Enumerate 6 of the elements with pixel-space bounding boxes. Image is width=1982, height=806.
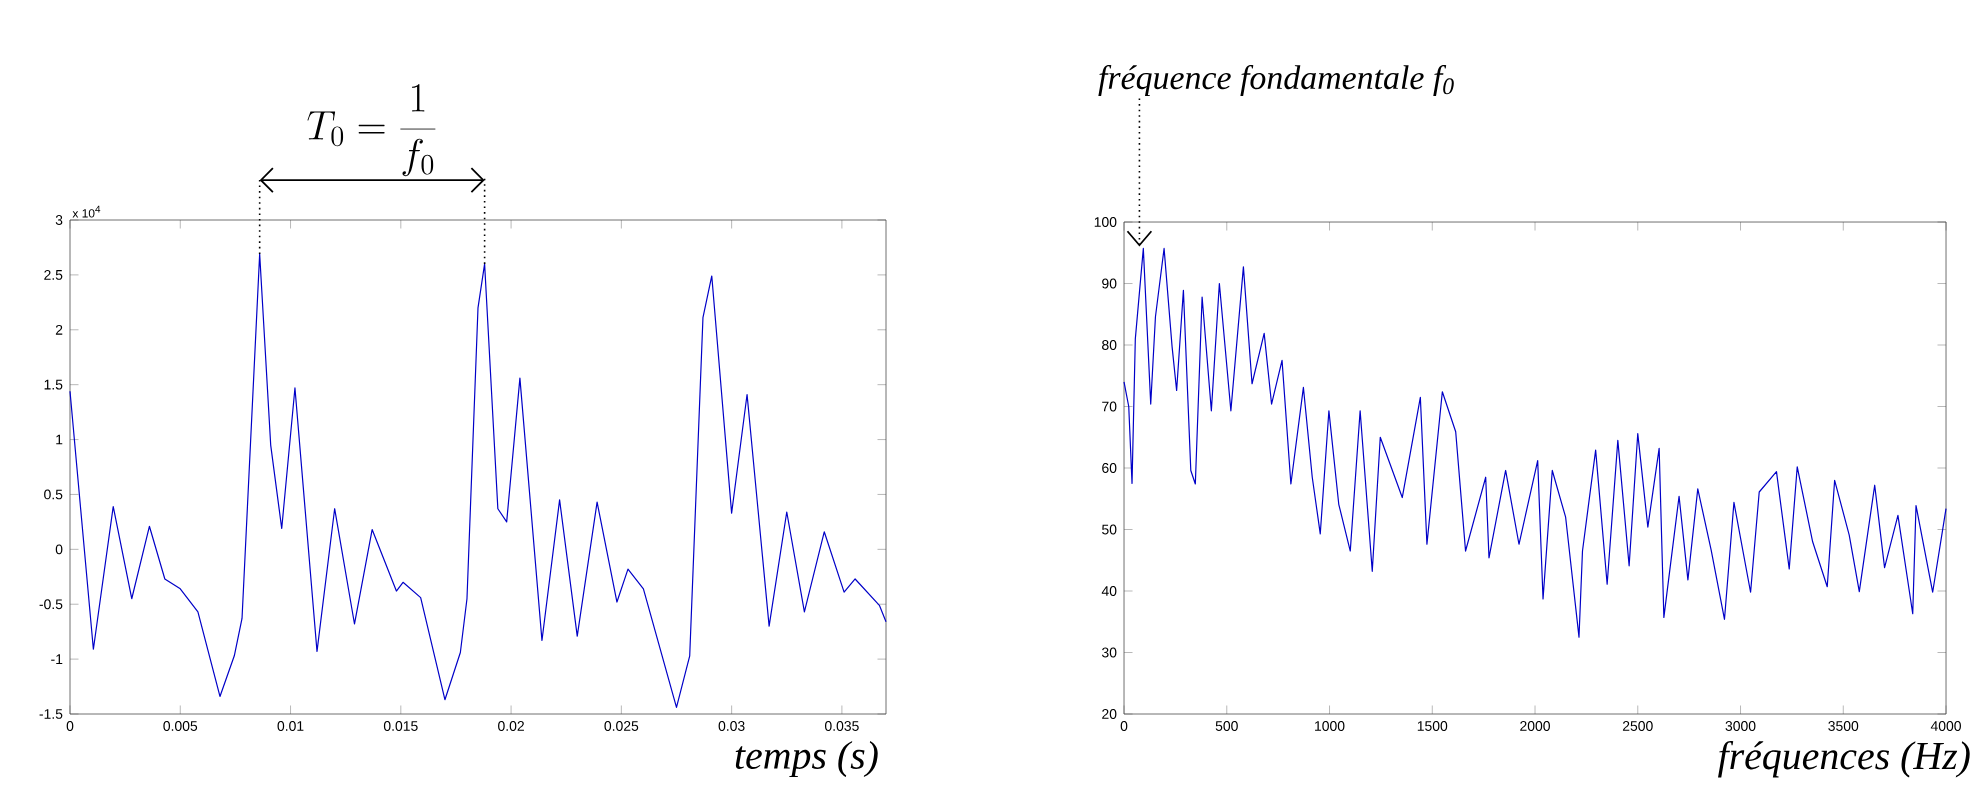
line-series bbox=[1123, 247, 1947, 638]
line-series bbox=[69, 253, 887, 709]
annotation: fréquence fondamentale f$_{0}$ bbox=[1098, 65, 1454, 97]
x-axis-title: fréquences (Hz) bbox=[1718, 740, 1970, 778]
text: $T_0 = \frac{1}{f_0}$ bbox=[307, 84, 436, 177]
x-axis-title: temps (s) bbox=[735, 740, 878, 778]
